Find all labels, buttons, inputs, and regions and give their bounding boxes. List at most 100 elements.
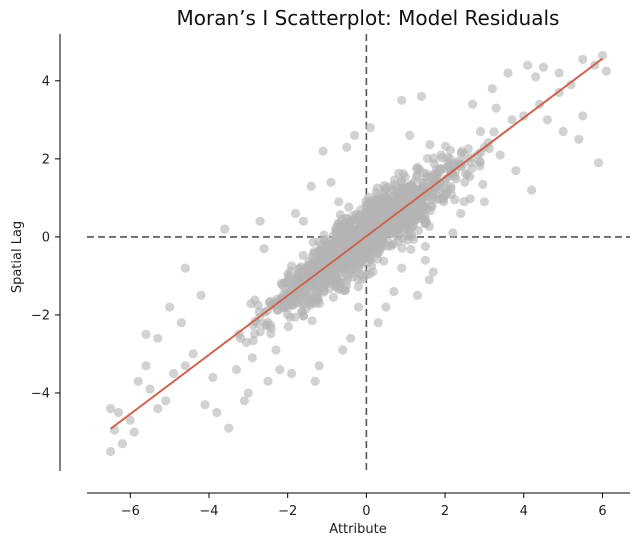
scatter-point	[125, 415, 135, 425]
scatter-point	[495, 150, 505, 160]
scatter-point	[440, 185, 450, 195]
scatter-point	[380, 192, 390, 202]
scatter-point	[519, 111, 529, 121]
scatter-point	[370, 238, 380, 248]
scatter-point	[361, 269, 371, 279]
scatter-point	[566, 80, 576, 90]
scatter-point	[558, 126, 568, 137]
scatter-point	[326, 177, 336, 187]
scatter-point	[381, 302, 391, 312]
scatter-point	[248, 336, 258, 346]
scatter-point	[346, 253, 356, 263]
scatter-point	[239, 396, 249, 406]
scatter-point	[441, 174, 451, 184]
scatter-point	[302, 270, 313, 280]
x-tick-label: −6	[121, 504, 140, 519]
scatter-point	[353, 282, 363, 292]
scatter-point	[291, 298, 302, 308]
scatter-point	[322, 271, 332, 281]
scatter-point	[220, 224, 230, 234]
scatter-point	[169, 368, 179, 379]
scatter-point	[306, 181, 316, 191]
scatter-point	[542, 115, 553, 125]
scatter-point	[416, 91, 427, 101]
scatter-point	[265, 296, 275, 307]
scatter-point	[342, 275, 352, 286]
scatter-point	[180, 361, 190, 371]
scatter-point	[372, 183, 382, 193]
y-tick-label: −2	[31, 308, 50, 323]
scatter-point	[406, 244, 416, 254]
scatter-point	[368, 207, 378, 217]
scatter-point	[460, 177, 470, 187]
scatter-point	[145, 384, 155, 394]
x-axis-label: Attribute	[329, 522, 386, 537]
scatter-point	[412, 290, 423, 300]
scatter-point	[420, 241, 431, 251]
scatter-point	[393, 223, 403, 234]
scatter-point	[489, 127, 499, 137]
scatter-point	[339, 261, 349, 271]
scatter-point	[358, 216, 369, 226]
scatter-point	[176, 318, 186, 328]
x-tick-label: 6	[598, 504, 606, 519]
scatter-point	[271, 345, 281, 355]
scatter-point	[334, 197, 344, 207]
scatter-point	[523, 60, 533, 70]
scatter-point	[410, 208, 421, 218]
scatter-point	[436, 150, 446, 160]
scatter-point	[348, 235, 358, 245]
scatter-point	[348, 243, 358, 253]
scatter-point	[208, 372, 218, 382]
scatter-point	[296, 262, 306, 272]
scatter-point	[250, 295, 260, 305]
scatter-point	[427, 180, 437, 190]
scatter-point	[491, 103, 501, 113]
scatter-point	[319, 230, 329, 240]
scatter-point	[445, 145, 455, 155]
scatter-point	[153, 404, 163, 414]
y-tick-label: −4	[31, 386, 50, 401]
scatter-point	[429, 153, 439, 163]
scatter-point	[153, 333, 163, 343]
scatter-point	[279, 278, 289, 288]
scatter-point	[342, 142, 352, 152]
scatter-point	[265, 320, 275, 330]
scatter-point	[527, 185, 537, 195]
scatter-point	[468, 99, 478, 109]
scatter-point	[364, 257, 374, 267]
scatter-point	[487, 84, 497, 94]
scatter-point	[180, 263, 190, 273]
scatter-point	[475, 161, 485, 171]
scatter-point	[303, 291, 313, 301]
scatter-point	[328, 251, 338, 261]
scatter-point	[538, 62, 549, 72]
scatter-point	[334, 218, 344, 228]
scatter-point	[243, 388, 253, 398]
scatter-point	[344, 202, 354, 212]
scatter-point	[478, 179, 488, 189]
scatter-point	[593, 158, 604, 168]
scatter-point	[133, 376, 143, 386]
scatter-point	[309, 278, 319, 288]
scatter-point	[511, 166, 521, 176]
scatter-point	[275, 365, 285, 375]
scatter-point	[333, 277, 343, 288]
scatter-point	[394, 189, 404, 199]
scatter-point	[420, 219, 431, 229]
scatter-point	[426, 202, 436, 212]
scatter-point	[287, 368, 297, 379]
scatter-point	[298, 216, 308, 226]
scatter-point	[597, 50, 608, 61]
scatter-point	[310, 376, 320, 386]
scatter-point	[428, 267, 438, 277]
scatter-point	[353, 302, 364, 312]
scatter-point	[479, 197, 489, 207]
scatter-point	[424, 275, 434, 285]
y-axis-label: Spatial Lag	[10, 221, 25, 293]
scatter-point	[397, 263, 407, 273]
scatter-point	[117, 439, 127, 449]
scatter-point	[601, 66, 612, 76]
scatter-point	[379, 181, 389, 191]
chart-title: Moran’s I Scatterplot: Model Residuals	[177, 6, 560, 30]
